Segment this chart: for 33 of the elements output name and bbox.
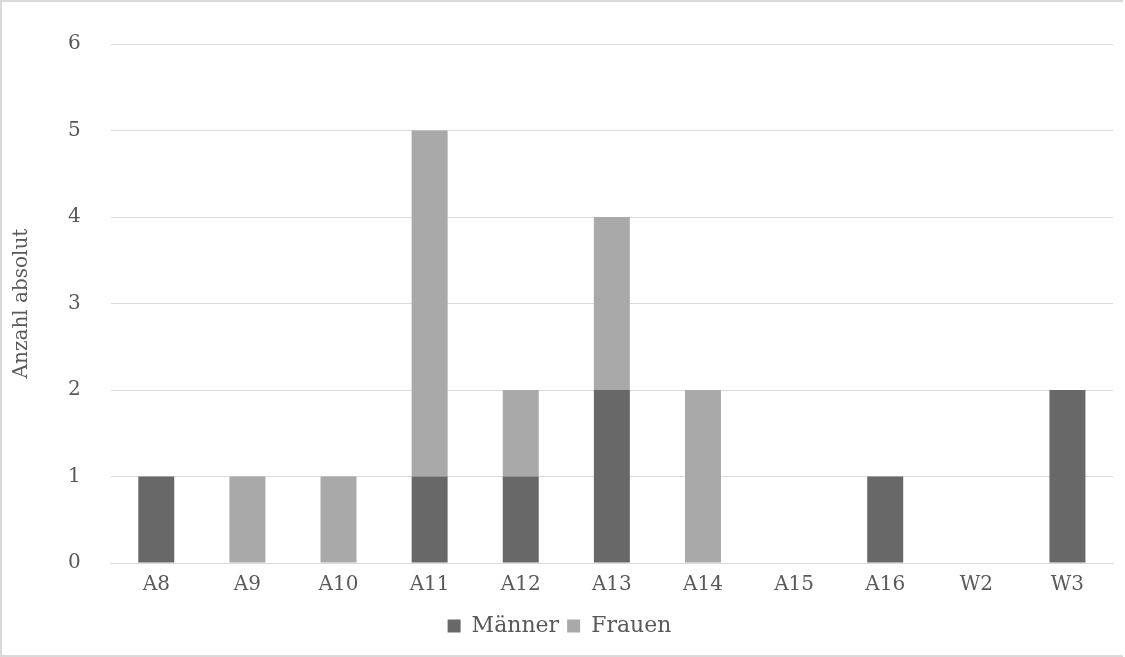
bar xyxy=(867,476,904,563)
y-tick-label: 1 xyxy=(67,462,81,487)
bar xyxy=(138,476,175,563)
legend-label: Männer xyxy=(471,611,560,637)
bar xyxy=(411,130,448,477)
y-tick-label: 6 xyxy=(67,30,81,55)
bar xyxy=(684,390,721,563)
bar xyxy=(593,390,630,563)
x-tick-label: A15 xyxy=(773,571,815,596)
bar xyxy=(593,217,630,390)
x-tick-label: A14 xyxy=(682,571,723,596)
x-tick-label: A10 xyxy=(317,571,359,596)
y-tick-label: 5 xyxy=(67,116,81,141)
y-axis-title: Anzahl absolut xyxy=(8,228,33,380)
x-tick-label: A13 xyxy=(590,571,632,596)
bar xyxy=(502,390,539,477)
bar xyxy=(320,476,357,563)
bar xyxy=(411,476,448,563)
x-tick-label: W3 xyxy=(1050,571,1085,596)
x-tick-label: A11 xyxy=(408,571,450,596)
x-tick-label: A9 xyxy=(232,571,261,596)
x-tick-label: A12 xyxy=(499,571,541,596)
x-tick-label: A8 xyxy=(141,571,170,596)
y-tick-label: 0 xyxy=(67,549,81,574)
y-tick-label: 4 xyxy=(67,203,81,228)
bar xyxy=(502,476,539,563)
x-tick-label: W2 xyxy=(959,571,993,596)
y-tick-label: 3 xyxy=(67,289,81,314)
bar xyxy=(229,476,266,563)
legend-label: Frauen xyxy=(591,611,672,637)
x-tick-label: A16 xyxy=(864,571,906,596)
y-tick-label: 2 xyxy=(67,376,81,401)
bar xyxy=(1049,390,1086,563)
